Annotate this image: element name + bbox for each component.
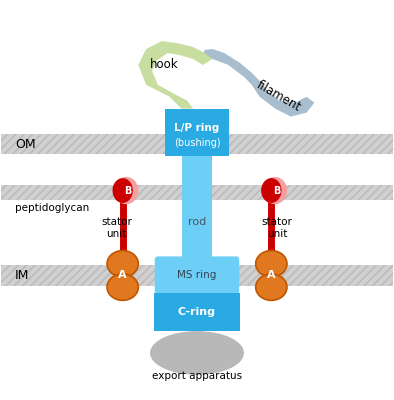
Ellipse shape (107, 250, 138, 277)
Text: OM: OM (15, 138, 36, 151)
Text: L/P ring: L/P ring (175, 123, 219, 133)
Ellipse shape (263, 177, 287, 204)
Ellipse shape (256, 274, 287, 300)
Polygon shape (138, 41, 213, 109)
Text: A: A (267, 270, 276, 280)
Ellipse shape (150, 331, 244, 375)
Text: A: A (118, 270, 127, 280)
Ellipse shape (256, 250, 287, 277)
Bar (2, 184, 392, 200)
Ellipse shape (107, 274, 138, 300)
Text: MS ring: MS ring (177, 270, 217, 280)
Bar (165, 109, 229, 156)
Text: stator
unit: stator unit (262, 217, 293, 239)
Text: peptidoglycan: peptidoglycan (15, 203, 89, 213)
Text: C-ring: C-ring (178, 307, 216, 317)
Bar (154, 293, 240, 331)
Ellipse shape (114, 177, 138, 204)
Text: export apparatus: export apparatus (152, 370, 242, 380)
Text: stator
unit: stator unit (101, 217, 132, 239)
Text: IM: IM (15, 269, 30, 282)
Text: B: B (273, 186, 281, 196)
Polygon shape (201, 49, 314, 116)
Bar (2, 134, 392, 154)
Bar (182, 154, 212, 272)
Text: filament: filament (255, 79, 304, 115)
Ellipse shape (261, 178, 281, 203)
Text: hook: hook (149, 58, 178, 72)
Ellipse shape (113, 178, 133, 203)
Text: B: B (125, 186, 132, 196)
FancyBboxPatch shape (155, 256, 239, 294)
Text: (bushing): (bushing) (174, 138, 220, 148)
Text: rod: rod (188, 217, 206, 227)
Bar (2, 264, 392, 286)
